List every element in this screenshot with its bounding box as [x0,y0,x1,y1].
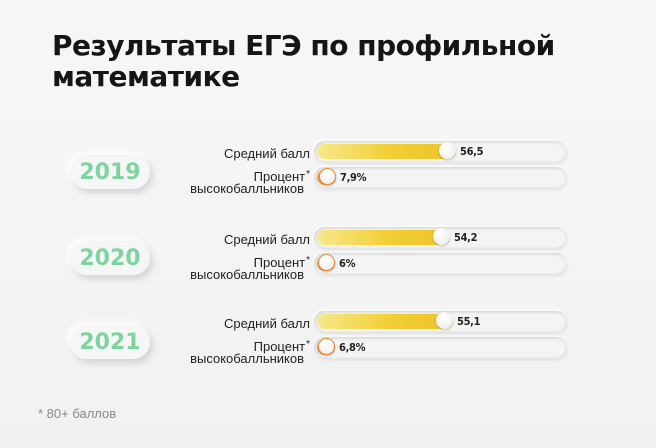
high-scorers-label: Процент* высокобалльников [190,339,310,366]
high-scorers-label-text: Процент [253,339,306,354]
avg-score-label: Средний балл [223,146,310,161]
year-badge: 2021 [70,325,150,359]
title-line-1: Результаты ЕГЭ по профильной [52,29,555,62]
avg-score-bar [317,144,456,159]
avg-score-track: 54,2 [314,227,566,248]
high-scorers-label-line-2: высокобалльников [190,267,304,282]
avg-score-label: Средний балл [223,316,310,331]
value-label: 7,9% [340,171,367,184]
footnote-star: * [306,169,310,180]
title-line-2: математике [52,60,240,93]
high-scorers-label: Процент* высокобалльников [190,255,310,282]
avg-score-track: 55,1 [314,311,566,332]
footnote-star: * [306,255,310,266]
high-scorers-track: 7,9% [314,167,566,188]
high-scorers-label-line-2: высокобалльников [190,351,304,366]
avg-score-track: 56,5 [314,141,566,162]
high-scorers-label-text: Процент [253,255,306,270]
footnote: * 80+ баллов [38,406,117,421]
bar-end-knob [436,312,453,329]
value-label: 56,5 [460,145,484,158]
year-badge: 2019 [70,155,150,189]
high-scorers-label-text: Процент [253,169,306,184]
year-badge: 2020 [70,241,150,275]
value-label: 54,2 [454,231,478,244]
value-label: 55,1 [457,315,481,328]
high-scorers-label-line-1: Процент* [190,255,310,270]
high-scorers-track: 6,8% [314,337,566,358]
high-scorers-label-line-1: Процент* [190,169,310,184]
year-block-2020: 2020 Средний балл Процент* высокобалльников… [0,227,656,298]
value-label: 6,8% [339,341,366,354]
year-block-2021: 2021 Средний балл Процент* высокобалльников… [0,311,656,382]
bar-end-knob [318,254,335,271]
year-block-2019: 2019 Средний балл Процент* высокобалльников… [0,141,656,212]
high-scorers-label-line-1: Процент* [190,339,310,354]
avg-score-bar [317,314,453,329]
high-scorers-track: 6% [314,253,566,274]
value-label: 6% [339,257,356,270]
bar-end-knob [439,142,456,159]
bar-end-knob [433,228,450,245]
page-title: Результаты ЕГЭ по профильной математике [52,30,612,92]
high-scorers-label-line-2: высокобалльников [190,181,304,196]
bar-end-knob [318,338,335,355]
footnote-star: * [306,339,310,350]
avg-score-bar [317,230,450,245]
high-scorers-label: Процент* высокобалльников [190,169,310,196]
bar-end-knob [319,168,336,185]
avg-score-label: Средний балл [223,232,310,247]
